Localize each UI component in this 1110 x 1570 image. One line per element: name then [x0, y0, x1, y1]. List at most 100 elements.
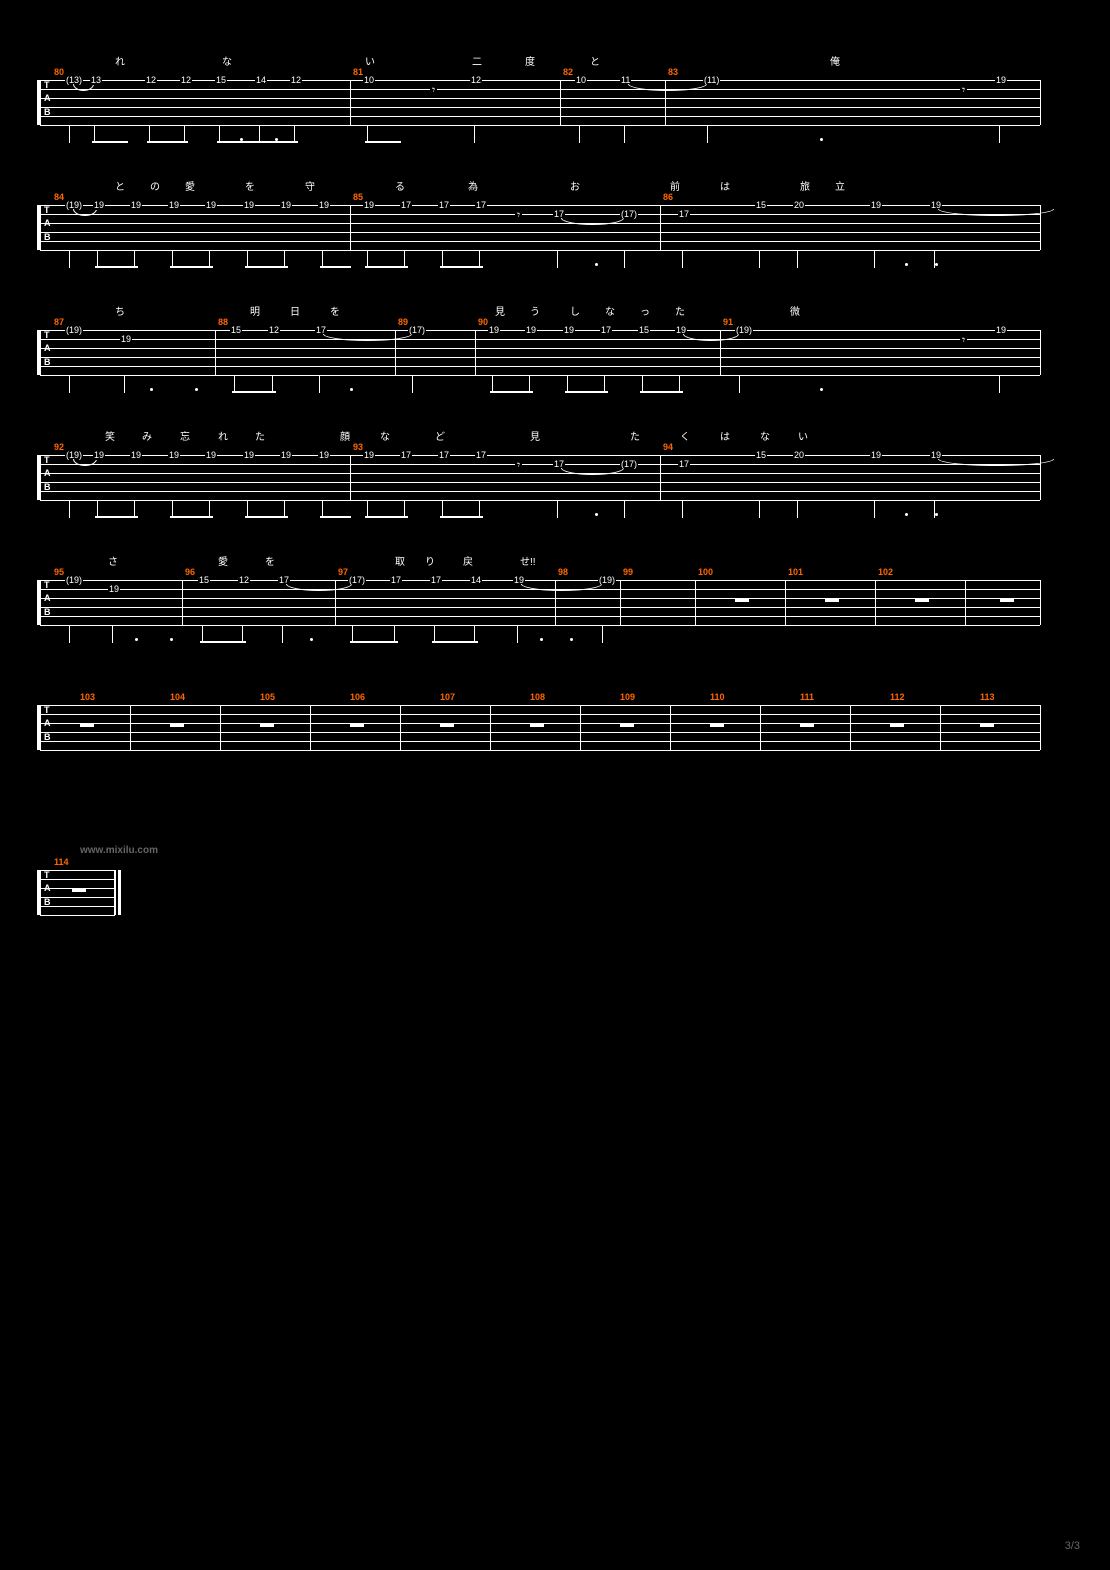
measure-number: 112 [890, 692, 905, 702]
fret-number: 19 [93, 201, 105, 210]
staff-line [40, 741, 1040, 742]
rhythm-dot [595, 263, 598, 266]
beam [440, 516, 483, 518]
barline [350, 455, 351, 500]
lyric: 俺 [830, 53, 840, 68]
measure-number: 93 [353, 442, 363, 452]
fret-number: 19 [93, 451, 105, 460]
beam [432, 641, 478, 643]
lyric: は [720, 178, 730, 193]
fret-number: 17 [438, 201, 450, 210]
fret-number: 20 [793, 451, 805, 460]
barline [1040, 580, 1041, 625]
measure-number: 108 [530, 692, 545, 702]
fret-number: 19 [243, 451, 255, 460]
rhythm-dot [595, 513, 598, 516]
fret-number: 19 [130, 451, 142, 460]
barline [40, 705, 41, 750]
note-stem [319, 375, 320, 393]
note-stem [124, 375, 125, 393]
tab-clef-letter: T [44, 456, 50, 465]
measure-number: 99 [623, 567, 633, 577]
fret-number: 20 [793, 201, 805, 210]
barline [850, 705, 851, 750]
lyric: た [675, 303, 685, 318]
note-stem [759, 500, 760, 518]
whole-rest [350, 723, 364, 727]
staff-line [40, 375, 1040, 376]
staff-line [40, 214, 1040, 215]
rhythm-dot [350, 388, 353, 391]
lyric: 守 [305, 178, 315, 193]
lyric: 旅 [800, 178, 810, 193]
measure-number: 82 [563, 67, 573, 77]
lyric: り [425, 553, 435, 568]
rhythm-dot [310, 638, 313, 641]
lyric: 愛 [218, 553, 228, 568]
fret-number: 14 [470, 576, 482, 585]
staff-line [40, 625, 1040, 626]
measure-number: 94 [663, 442, 673, 452]
fret-number: 19 [205, 451, 217, 460]
barline [400, 705, 401, 750]
staff-line [40, 330, 1040, 331]
staff-line [40, 750, 1040, 751]
rest-icon: 𝄾 [515, 458, 522, 473]
note-stem [999, 375, 1000, 393]
barline [40, 870, 41, 915]
barline [1040, 705, 1041, 750]
measure-number: 109 [620, 692, 635, 702]
lyric: 笑 [105, 428, 115, 443]
beam [245, 516, 288, 518]
note-stem [557, 250, 558, 268]
rhythm-dot [170, 638, 173, 641]
fret-number: 19 [995, 326, 1007, 335]
beam [320, 266, 351, 268]
note-stem [579, 125, 580, 143]
lyric: 忘 [180, 428, 190, 443]
note-stem [759, 250, 760, 268]
final-barline [114, 870, 115, 915]
fret-number: 19 [363, 451, 375, 460]
staff-line [40, 250, 1040, 251]
lyric: い [365, 53, 375, 68]
barline [475, 330, 476, 375]
note-stem [624, 125, 625, 143]
note-stem [739, 375, 740, 393]
barline [182, 580, 183, 625]
lyric: た [630, 428, 640, 443]
measure-number: 113 [980, 692, 995, 702]
measure-number: 90 [478, 317, 488, 327]
measure-number: 80 [54, 67, 64, 77]
rhythm-dot [905, 263, 908, 266]
whole-rest [80, 723, 94, 727]
fret-number: (17) [620, 210, 638, 219]
lyric: を [245, 178, 255, 193]
measure-number: 104 [170, 692, 185, 702]
measure-number: 100 [698, 567, 713, 577]
measure-number: 89 [398, 317, 408, 327]
staff-line [40, 732, 1040, 733]
barline [310, 705, 311, 750]
fret-number: 17 [678, 460, 690, 469]
page-number: 3/3 [1065, 1540, 1080, 1552]
fret-number: 10 [575, 76, 587, 85]
measure-number: 98 [558, 567, 568, 577]
lyric: れ [218, 428, 228, 443]
barline [40, 580, 41, 625]
staff-line [40, 870, 115, 871]
fret-number: (17) [348, 576, 366, 585]
staff-line [40, 616, 1040, 617]
tab-clef-letter: T [44, 81, 50, 90]
whole-rest [1000, 598, 1014, 602]
lyric: た [255, 428, 265, 443]
watermark-text: www.mixilu.com [80, 845, 158, 856]
measure-number: 85 [353, 192, 363, 202]
staff-line [40, 607, 1040, 608]
barline [1040, 330, 1041, 375]
barline [660, 455, 661, 500]
barline [660, 205, 661, 250]
lyric: な [380, 428, 390, 443]
note-stem [682, 500, 683, 518]
lyric: 度 [525, 53, 535, 68]
